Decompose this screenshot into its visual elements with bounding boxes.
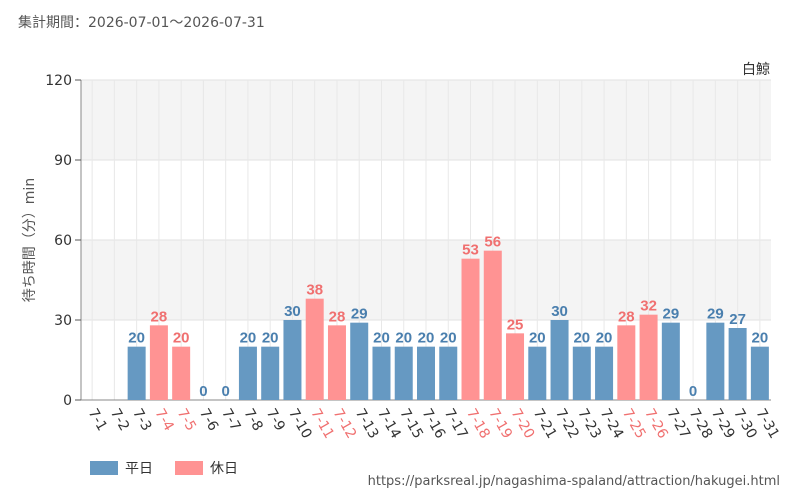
value-label-7-14: 20 xyxy=(373,330,390,347)
y-tick-label: 0 xyxy=(63,393,72,409)
value-label-7-9: 20 xyxy=(262,330,279,347)
value-label-7-12: 28 xyxy=(329,308,346,325)
bar-7-20 xyxy=(506,333,525,400)
y-tick-label: 30 xyxy=(54,313,72,329)
value-label-7-27: 29 xyxy=(662,306,679,323)
value-label-7-6: 0 xyxy=(199,383,207,400)
legend-weekday: 平日 xyxy=(90,458,153,478)
y-tick-label: 60 xyxy=(54,233,72,249)
bar-7-27 xyxy=(661,322,680,400)
bar-7-11 xyxy=(305,298,324,400)
value-label-7-21: 20 xyxy=(529,330,546,347)
value-label-7-16: 20 xyxy=(418,330,435,347)
bar-7-5 xyxy=(172,346,191,400)
x-tick-label-7-4: 7-4 xyxy=(151,406,176,434)
y-tick-label: 120 xyxy=(45,73,72,89)
bar-7-14 xyxy=(372,346,391,400)
bar-7-8 xyxy=(238,346,257,400)
x-tick-label-7-8: 7-8 xyxy=(240,406,265,434)
chart-title: 白鯨 xyxy=(742,62,770,78)
x-tick-label-7-9: 7-9 xyxy=(263,406,288,434)
bar-7-31 xyxy=(750,346,769,400)
x-tick-label-7-1: 7-1 xyxy=(85,406,110,434)
bar-7-4 xyxy=(149,325,168,400)
bar-7-12 xyxy=(327,325,346,400)
value-label-7-4: 28 xyxy=(151,308,168,325)
bar-7-21 xyxy=(528,346,547,400)
value-label-7-24: 20 xyxy=(596,330,613,347)
legend-holiday: 休日 xyxy=(175,458,238,478)
legend-weekday-swatch xyxy=(90,461,118,475)
source-url: https://parksreal.jp/nagashima-spaland/a… xyxy=(367,474,780,489)
bar-7-23 xyxy=(572,346,591,400)
value-label-7-5: 20 xyxy=(173,330,190,347)
value-label-7-11: 38 xyxy=(306,282,323,299)
x-tick-label-7-5: 7-5 xyxy=(174,406,199,434)
value-label-7-23: 20 xyxy=(573,330,590,347)
value-label-7-10: 30 xyxy=(284,303,301,320)
bar-7-24 xyxy=(595,346,614,400)
legend-holiday-label: 休日 xyxy=(210,461,238,477)
value-label-7-30: 27 xyxy=(729,311,746,328)
bar-7-19 xyxy=(483,250,502,400)
bar-7-10 xyxy=(283,320,302,400)
value-label-7-19: 56 xyxy=(484,234,501,251)
x-tick-label-7-6: 7-6 xyxy=(196,406,221,434)
value-label-7-17: 20 xyxy=(440,330,457,347)
bar-7-3 xyxy=(127,346,146,400)
value-label-7-20: 25 xyxy=(507,316,524,333)
x-tick-label-7-2: 7-2 xyxy=(107,406,132,434)
x-tick-label-7-3: 7-3 xyxy=(129,406,154,434)
x-tick-label-7-7: 7-7 xyxy=(218,406,243,434)
legend-weekday-label: 平日 xyxy=(125,461,153,477)
bar-7-29 xyxy=(706,322,725,400)
bar-7-26 xyxy=(639,314,658,400)
value-label-7-3: 20 xyxy=(128,330,145,347)
value-label-7-18: 53 xyxy=(462,242,479,259)
value-label-7-26: 32 xyxy=(640,298,657,315)
period-label: 集計期間：2026-07-01～2026-07-31 xyxy=(18,15,265,31)
bar-7-16 xyxy=(417,346,435,400)
bar-7-25 xyxy=(617,325,636,400)
value-label-7-8: 20 xyxy=(240,330,257,347)
bar-7-30 xyxy=(728,328,747,400)
bar-7-17 xyxy=(439,346,458,400)
value-label-7-15: 20 xyxy=(395,330,412,347)
y-axis-label: 待ち時間（分）min xyxy=(22,178,38,302)
value-label-7-29: 29 xyxy=(707,306,724,323)
bar-7-18 xyxy=(461,258,480,400)
value-label-7-28: 0 xyxy=(689,383,697,400)
value-label-7-7: 0 xyxy=(222,383,230,400)
value-label-7-22: 30 xyxy=(551,303,568,320)
value-label-7-13: 29 xyxy=(351,306,368,323)
y-tick-label: 90 xyxy=(54,153,72,169)
bar-7-15 xyxy=(394,346,413,400)
bar-7-22 xyxy=(550,320,569,400)
x-tick-label-7-31: 7-31 xyxy=(752,406,782,442)
value-label-7-25: 28 xyxy=(618,308,635,325)
bar-7-9 xyxy=(261,346,280,400)
value-label-7-31: 20 xyxy=(752,330,769,347)
legend-holiday-swatch xyxy=(175,461,203,475)
bar-7-13 xyxy=(350,322,369,400)
